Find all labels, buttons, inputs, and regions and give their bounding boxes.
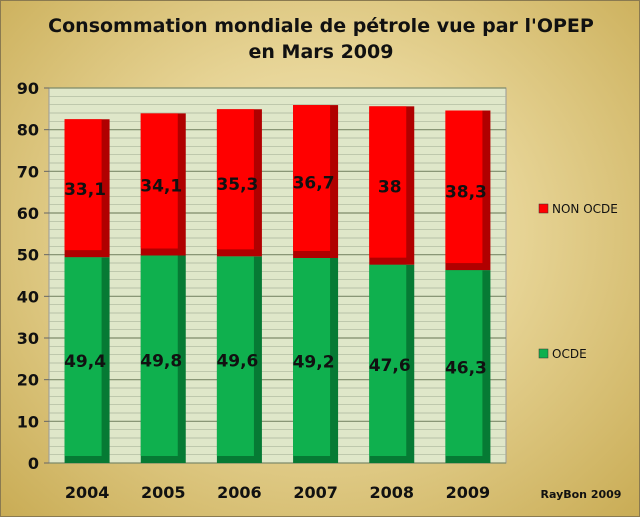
legend-swatch: [538, 348, 549, 359]
data-label: 49,4: [64, 352, 106, 372]
legend-label: NON OCDE: [552, 202, 618, 216]
bar-ocde: [140, 255, 178, 456]
bar-non-ocde: [369, 106, 407, 258]
bar-ocde: [216, 256, 254, 456]
data-label: 36,7: [293, 174, 335, 194]
bar-ocde: [445, 270, 483, 456]
bar-non-ocde: [445, 110, 483, 264]
data-label: 49,2: [293, 353, 335, 373]
bar-non-ocde: [64, 119, 102, 251]
x-tick-label: 2005: [141, 483, 186, 502]
y-tick-label: 10: [17, 412, 39, 431]
data-label: 38,3: [445, 182, 487, 202]
title-line-1: Consommation mondiale de pétrole vue par…: [48, 15, 594, 37]
y-tick-label: 0: [28, 454, 39, 473]
data-label: 46,3: [445, 359, 487, 379]
y-tick-label: 20: [17, 371, 39, 390]
data-label: 49,6: [216, 352, 258, 372]
data-label: 49,8: [140, 351, 182, 371]
data-label: 47,6: [369, 356, 411, 376]
x-tick-label: 2008: [369, 483, 414, 502]
data-label: 38: [378, 178, 402, 198]
bar-ocde: [64, 257, 102, 456]
bar-ocde: [369, 264, 407, 456]
y-tick-label: 30: [17, 329, 39, 348]
y-tick-label: 40: [17, 287, 39, 306]
x-tick-label: 2009: [446, 483, 491, 502]
title-line-2: en Mars 2009: [248, 41, 394, 63]
data-label: 33,1: [64, 180, 106, 200]
data-label: 34,1: [140, 176, 182, 196]
bar-non-ocde: [216, 109, 254, 250]
bar-ocde: [293, 258, 331, 456]
legend-label: OCDE: [552, 347, 587, 361]
y-tick-label: 80: [17, 121, 39, 140]
bar-non-ocde: [293, 105, 331, 251]
y-tick-label: 60: [17, 204, 39, 223]
y-tick-label: 50: [17, 246, 39, 265]
data-label: 35,3: [216, 175, 258, 195]
chart-title: Consommation mondiale de pétrole vue par…: [1, 13, 640, 65]
plot-area: [48, 87, 507, 464]
legend-swatch: [538, 203, 549, 214]
credit-text: RayBon 2009: [541, 488, 622, 501]
x-tick-label: 2006: [217, 483, 262, 502]
x-tick-label: 2004: [65, 483, 110, 502]
x-tick-label: 2007: [293, 483, 338, 502]
bar-non-ocde: [140, 113, 178, 249]
y-tick-label: 70: [17, 162, 39, 181]
y-tick-label: 90: [17, 79, 39, 98]
